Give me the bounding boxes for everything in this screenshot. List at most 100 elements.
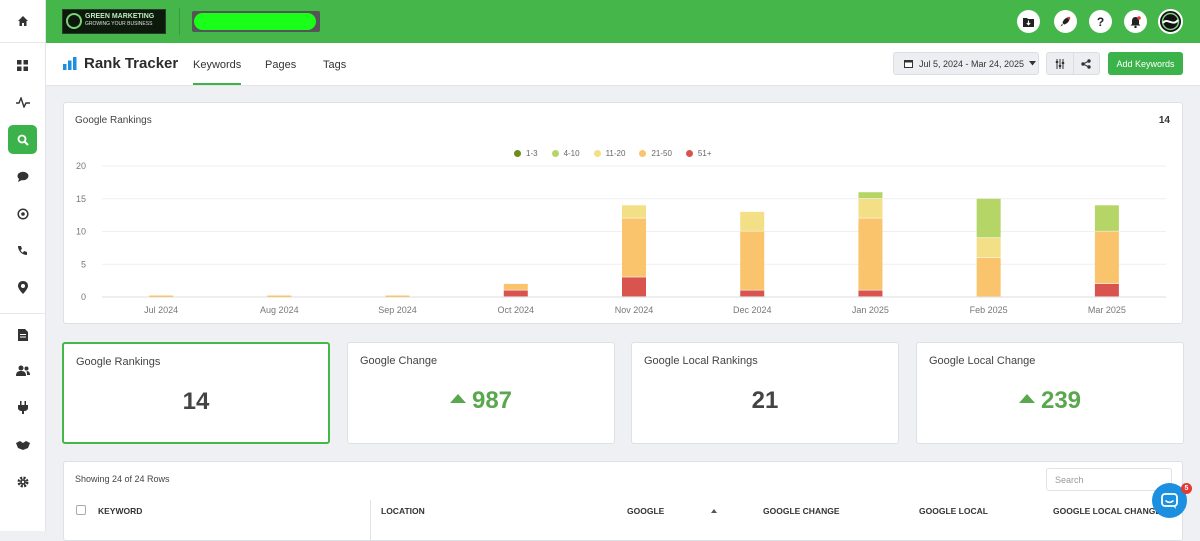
legend-swatch (551, 150, 559, 157)
table-header: KEYWORD LOCATION GOOGLE GOOGLE CHANGE GO… (64, 500, 1182, 540)
chat-bubble-icon (1161, 492, 1178, 509)
column-google-change[interactable]: GOOGLE CHANGE (763, 506, 840, 516)
legend-swatch (639, 150, 647, 157)
column-google-local-change[interactable]: GOOGLE LOCAL CHANGE (1053, 506, 1161, 516)
legend-item[interactable]: 1-3 (514, 149, 538, 158)
tab-keywords[interactable]: Keywords (193, 59, 242, 85)
bar-segment (976, 198, 1001, 238)
bar-segment (1094, 231, 1119, 284)
sidebar-item-dashboard[interactable] (8, 51, 37, 80)
sidebar-item-partners[interactable] (8, 430, 37, 459)
bar-segment (740, 211, 765, 231)
stat-label: Google Local Rankings (644, 355, 758, 367)
select-all-checkbox[interactable] (76, 505, 86, 515)
top-bar: GREEN MARKETING GROWING YOUR BUSINESS ? (46, 0, 1200, 43)
sidebar-item-users[interactable] (8, 356, 37, 385)
folder-download-button[interactable] (1017, 10, 1040, 33)
chart-card-title: Google Rankings (75, 115, 152, 126)
add-keywords-button[interactable]: Add Keywords (1108, 52, 1183, 75)
trend-up-icon (1018, 394, 1035, 403)
column-google[interactable]: GOOGLE (627, 506, 665, 516)
chat-unread-badge: 5 (1181, 483, 1192, 494)
bar-segment (740, 290, 765, 297)
bar-segment (858, 198, 883, 218)
stat-label: Google Rankings (76, 356, 161, 368)
rankings-bar-chart: 0 5 10 15 20 Jul 2024 Aug 2024 Sep 2024 Oct 2024… (76, 161, 1166, 315)
bar-segment (622, 277, 646, 297)
help-icon: ? (1096, 14, 1105, 29)
sidebar-item-reviews[interactable] (8, 199, 37, 228)
y-tick-label: 5 (81, 259, 86, 269)
stat-card-google-local-rankings[interactable]: Google Local Rankings 21 (631, 342, 899, 444)
brand-logo[interactable]: GREEN MARKETING GROWING YOUR BUSINESS (62, 9, 166, 34)
help-button[interactable]: ? (1089, 10, 1112, 33)
y-tick-label: 15 (76, 194, 86, 204)
legend-item[interactable]: 4-10 (551, 149, 580, 158)
share-icon (1081, 58, 1091, 69)
chart-legend: 1-3 4-10 11-20 21-50 51+ (514, 149, 712, 158)
legend-label: 1-3 (526, 149, 538, 158)
folder-download-icon (1023, 17, 1034, 27)
x-tick-label: Feb 2025 (970, 305, 1008, 315)
stat-value: 14 (182, 388, 210, 415)
sidebar-item-integrations[interactable] (8, 393, 37, 422)
bar-segment (503, 290, 528, 297)
sidebar-item-calls[interactable] (8, 236, 37, 265)
stat-label: Google Change (360, 355, 438, 367)
date-range-label: Jul 5, 2024 - Mar 24, 2025 (919, 58, 1025, 69)
x-tick-label: Nov 2024 (615, 305, 654, 315)
sliders-icon (1055, 58, 1064, 69)
phone-icon (18, 246, 27, 255)
legend-swatch (685, 150, 693, 157)
legend-label: 21-50 (651, 149, 672, 158)
sidebar-item-locations[interactable] (8, 273, 37, 302)
search-icon (17, 134, 29, 146)
legend-swatch (514, 150, 521, 157)
legend-item[interactable]: 51+ (685, 149, 712, 158)
sidebar-item-reports[interactable] (8, 320, 37, 349)
legend-item[interactable]: 21-50 (639, 149, 672, 158)
avatar[interactable] (1158, 9, 1183, 34)
account-selector-redacted[interactable] (192, 11, 320, 32)
sort-asc-icon[interactable] (711, 509, 717, 513)
legend-swatch (593, 150, 601, 157)
sidebar-item-messages[interactable] (8, 162, 37, 191)
rocket-button[interactable] (1054, 10, 1077, 33)
x-tick-label: Sep 2024 (378, 305, 417, 315)
x-tick-label: Jul 2024 (144, 305, 178, 315)
home-icon (17, 16, 28, 26)
filter-settings-button[interactable] (1047, 53, 1073, 74)
share-button[interactable] (1072, 53, 1100, 74)
column-location[interactable]: LOCATION (381, 506, 425, 516)
stat-card-google-local-change[interactable]: Google Local Change 239 (916, 342, 1184, 444)
view-options-group (1046, 52, 1100, 75)
trend-up-icon (449, 394, 466, 403)
x-tick-label: Dec 2024 (733, 305, 772, 315)
y-tick-label: 10 (76, 227, 86, 237)
topbar-divider (179, 8, 180, 35)
sidebar-item-settings[interactable] (8, 467, 37, 496)
bar-chart-icon (63, 57, 77, 70)
sidebar-divider (0, 313, 46, 314)
column-keyword[interactable]: KEYWORD (98, 506, 143, 516)
stat-card-google-change[interactable]: Google Change 987 (347, 342, 615, 444)
x-tick-label: Jan 2025 (852, 305, 889, 315)
avatar-logo-icon (1161, 12, 1180, 31)
bar-segment (622, 218, 646, 277)
legend-item[interactable]: 11-20 (593, 149, 625, 158)
sidebar-item-home[interactable] (0, 0, 45, 43)
stat-card-google-rankings[interactable]: Google Rankings 14 (62, 342, 330, 444)
bell-icon (1130, 15, 1141, 28)
x-tick-label: Mar 2025 (1088, 305, 1126, 315)
sidebar-item-activity[interactable] (8, 88, 37, 117)
bar-segment-empty (149, 295, 174, 297)
column-google-local[interactable]: GOOGLE LOCAL (919, 506, 988, 516)
tab-pages[interactable]: Pages (265, 59, 297, 71)
notifications-button[interactable] (1124, 10, 1147, 33)
search-input[interactable]: Search (1046, 468, 1172, 491)
date-range-picker[interactable]: Jul 5, 2024 - Mar 24, 2025 (893, 52, 1039, 75)
tab-tags[interactable]: Tags (323, 59, 347, 71)
sidebar-item-seo[interactable] (8, 125, 37, 154)
stat-value: 21 (751, 387, 779, 414)
bar-segment (1094, 205, 1119, 231)
